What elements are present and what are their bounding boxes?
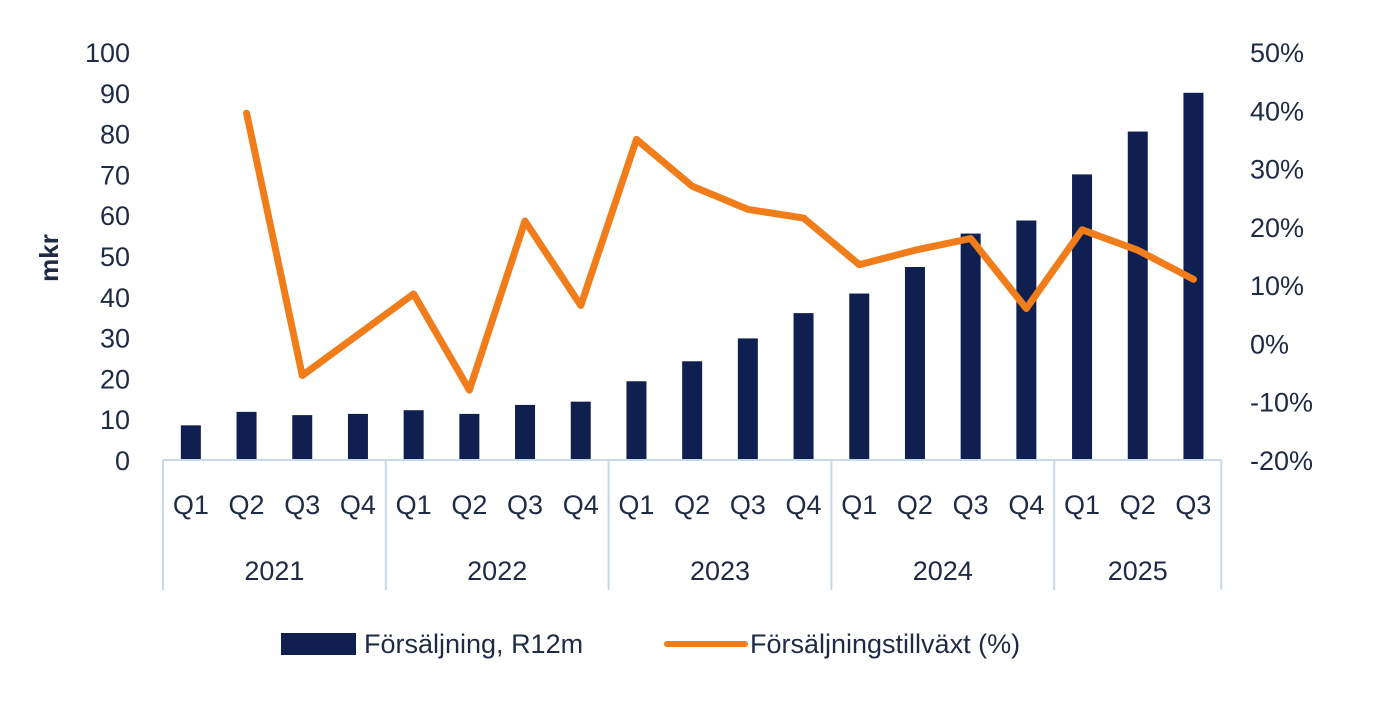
line-point [970, 238, 972, 240]
line-point [858, 264, 860, 266]
line-point [747, 208, 749, 210]
line-series [243, 109, 1197, 394]
bar [292, 415, 313, 460]
y-tick-label: 40 [100, 283, 130, 313]
bar [682, 361, 703, 460]
y2-tick-label: 30% [1250, 155, 1304, 185]
legend: Försäljning, R12m Försäljningstillväxt (… [281, 629, 1020, 659]
bar [1127, 131, 1148, 460]
x-tick-label: Q3 [730, 490, 766, 520]
growth-line [243, 109, 1197, 394]
line-point [914, 249, 916, 251]
y-tick-label: 50 [100, 242, 130, 272]
bar [515, 404, 536, 460]
bar [960, 233, 981, 460]
left-axis: 0 10 20 30 40 50 60 70 80 90 100 [85, 38, 130, 476]
line-point [357, 334, 359, 336]
line-point [1081, 229, 1083, 231]
y-tick-label: 90 [100, 79, 130, 109]
y2-tick-label: -10% [1250, 388, 1313, 418]
x-group-label: 2022 [467, 556, 527, 586]
x-tick-label: Q4 [340, 490, 376, 520]
x-tick-label: Q2 [451, 490, 487, 520]
y2-tick-label: 10% [1250, 271, 1304, 301]
y2-tick-label: 0% [1250, 329, 1289, 359]
y2-tick-label: 40% [1250, 96, 1304, 126]
y-axis-title: mkr [34, 234, 64, 282]
x-group-label: 2024 [913, 556, 973, 586]
y-tick-label: 30 [100, 324, 130, 354]
bar [459, 413, 480, 460]
line-point [1137, 249, 1139, 251]
y2-tick-label: -20% [1250, 446, 1313, 476]
legend-bar-label: Försäljning, R12m [364, 629, 583, 659]
bar [626, 381, 647, 460]
line-point [413, 293, 415, 295]
y-tick-label: 0 [115, 446, 130, 476]
bar [793, 313, 814, 460]
y2-tick-label: 50% [1250, 38, 1304, 68]
x-tick-label: Q1 [173, 490, 209, 520]
y-tick-label: 100 [85, 38, 130, 68]
bar [570, 401, 591, 460]
x-tick-label: Q4 [1008, 490, 1044, 520]
line-point [635, 138, 637, 140]
line-point [580, 305, 582, 307]
bar [904, 267, 925, 460]
line-point [524, 220, 526, 222]
y-tick-label: 80 [100, 120, 130, 150]
x-tick-label: Q4 [563, 490, 599, 520]
x-tick-label: Q1 [841, 490, 877, 520]
x-group-label: 2021 [244, 556, 304, 586]
y-tick-label: 10 [100, 405, 130, 435]
x-tick-label: Q1 [1064, 490, 1100, 520]
x-tick-label: Q3 [284, 490, 320, 520]
line-point [246, 112, 248, 114]
y2-tick-label: 20% [1250, 213, 1304, 243]
x-tick-label: Q4 [786, 490, 822, 520]
bar [403, 410, 424, 460]
x-tick-label: Q3 [1175, 490, 1211, 520]
y-tick-label: 70 [100, 160, 130, 190]
x-group-label: 2023 [690, 556, 750, 586]
x-tick-label: Q3 [507, 490, 543, 520]
y-tick-label: 20 [100, 364, 130, 394]
x-tick-label: Q2 [1120, 490, 1156, 520]
bar [1072, 174, 1093, 460]
bar [180, 425, 201, 460]
line-point [468, 389, 470, 391]
x-group-label: 2025 [1108, 556, 1168, 586]
x-tick-label: Q1 [396, 490, 432, 520]
line-point [1192, 278, 1194, 280]
x-tick-label: Q2 [674, 490, 710, 520]
x-tick-label: Q3 [953, 490, 989, 520]
legend-bar-swatch [281, 633, 356, 655]
legend-line-label: Försäljningstillväxt (%) [750, 629, 1020, 659]
y-tick-label: 60 [100, 201, 130, 231]
x-tick-label: Q2 [897, 490, 933, 520]
bar [737, 338, 758, 460]
line-point [803, 217, 805, 219]
line-point [1025, 307, 1027, 309]
line-point [691, 185, 693, 187]
bar [347, 413, 368, 460]
bar [1016, 220, 1037, 460]
right-axis: -20% -10% 0% 10% 20% 30% 40% 50% [1250, 38, 1313, 476]
x-tick-label: Q1 [618, 490, 654, 520]
x-axis: Q1 Q2 Q3 Q4 Q1 Q2 Q3 Q4 Q1 Q2 Q3 Q4 Q1 Q2 Q3 Q4 Q1 Q2 Q3 20… [162, 459, 1223, 590]
line-point [301, 374, 303, 376]
bar [849, 293, 870, 460]
x-tick-label: Q2 [229, 490, 265, 520]
bar [236, 411, 257, 460]
